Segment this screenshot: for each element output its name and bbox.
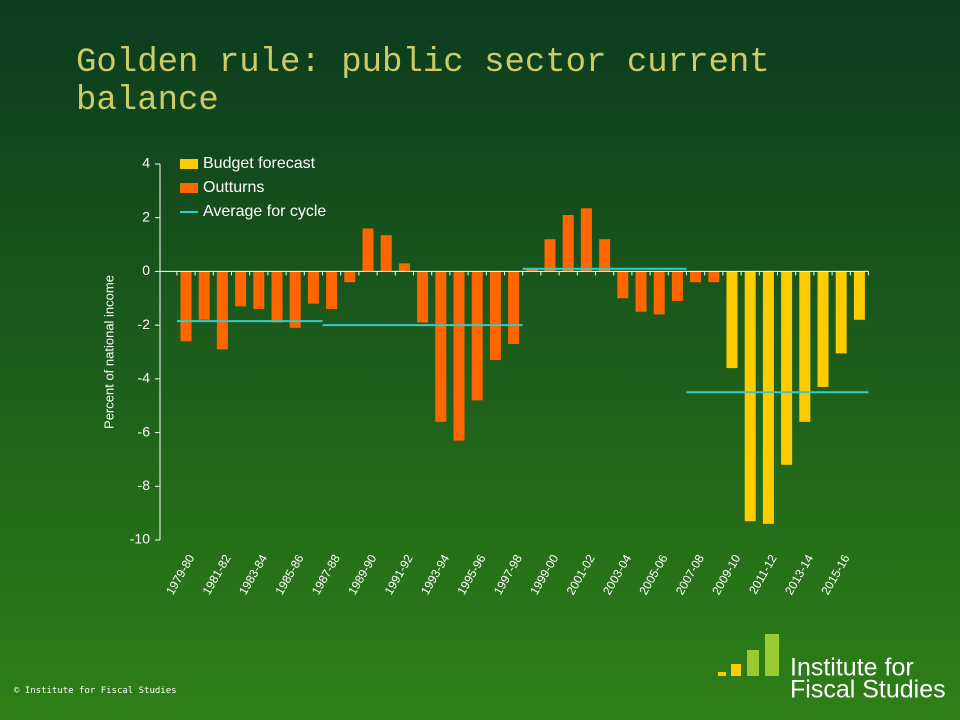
x-tick-label: 1987-88	[309, 552, 343, 597]
x-tick-label: 1991-92	[382, 552, 416, 597]
x-tick-label: 1989-90	[345, 552, 379, 597]
bar	[180, 271, 192, 342]
bar	[562, 215, 574, 272]
x-tick-label: 2013-14	[782, 552, 816, 597]
bar	[307, 271, 319, 304]
legend-label: Average for cycle	[203, 203, 326, 220]
bar	[198, 271, 210, 320]
bar	[799, 271, 811, 422]
x-tick-label: 2009-10	[709, 552, 743, 597]
bar	[235, 271, 247, 307]
bar	[398, 263, 410, 272]
bar	[326, 271, 338, 310]
y-tick-label: -4	[138, 370, 151, 386]
bar	[289, 271, 301, 328]
x-tick-label: 1999-00	[527, 552, 561, 597]
bar	[617, 271, 629, 299]
y-tick-label: -6	[138, 423, 151, 439]
logo: Institute for Fiscal Studies	[718, 634, 946, 704]
bar	[835, 271, 847, 354]
bar	[417, 271, 429, 323]
bar	[635, 271, 647, 312]
logo-text: Institute for	[790, 654, 914, 682]
bar	[653, 271, 665, 315]
logo-bar	[747, 650, 759, 676]
x-tick-label: 1983-84	[236, 552, 270, 597]
bar	[453, 271, 465, 441]
bar	[762, 271, 774, 524]
bar	[216, 271, 228, 350]
bar	[271, 271, 283, 323]
y-tick-label: 0	[142, 262, 150, 278]
chart-title: Golden rule: public sector current balan…	[76, 44, 770, 120]
legend-swatch	[180, 159, 198, 169]
x-tick-label: 1993-94	[418, 552, 452, 597]
bar	[471, 271, 483, 401]
bar	[580, 208, 592, 272]
logo-bar	[731, 664, 741, 676]
x-tick-label: 1995-96	[454, 552, 488, 597]
x-tick-label: 1985-86	[272, 552, 306, 597]
x-tick-label: 2007-08	[673, 552, 707, 597]
footer: © Institute for Fiscal Studies	[14, 686, 177, 696]
bar	[671, 271, 683, 301]
x-tick-label: 2001-02	[564, 552, 598, 597]
bar	[344, 271, 356, 283]
bar	[544, 239, 556, 272]
x-tick-label: 1997-98	[491, 552, 525, 597]
bar	[435, 271, 447, 422]
bar	[508, 271, 520, 344]
y-tick-label: -8	[138, 477, 151, 493]
x-tick-label: 2015-16	[818, 552, 852, 597]
bar	[489, 271, 501, 361]
y-tick-label: 4	[142, 155, 150, 171]
y-axis-label: Percent of national income	[101, 275, 116, 429]
x-tick-label: 1979-80	[163, 552, 197, 597]
x-tick-label: 2005-06	[636, 552, 670, 597]
x-tick-label: 1981-82	[200, 552, 234, 597]
legend-label: Outturns	[203, 179, 264, 196]
x-tick-label: 2003-04	[600, 552, 634, 597]
y-tick-label: -2	[138, 316, 151, 332]
bar	[526, 268, 538, 272]
bar	[708, 271, 720, 283]
bar	[817, 271, 829, 387]
bar	[253, 271, 265, 310]
y-tick-label: -10	[130, 531, 150, 547]
bar	[781, 271, 793, 465]
logo-bar	[718, 672, 726, 676]
bar	[690, 271, 702, 283]
legend-label: Budget forecast	[203, 155, 316, 172]
bar	[362, 228, 374, 272]
bar	[744, 271, 756, 522]
legend-swatch	[180, 183, 198, 193]
bar	[726, 271, 738, 369]
bar	[853, 271, 865, 320]
bar	[380, 235, 392, 272]
y-tick-label: 2	[142, 208, 150, 224]
logo-bar	[765, 634, 779, 676]
logo-text: Fiscal Studies	[790, 676, 946, 704]
bar	[599, 239, 611, 272]
x-tick-label: 2011-12	[746, 552, 780, 597]
